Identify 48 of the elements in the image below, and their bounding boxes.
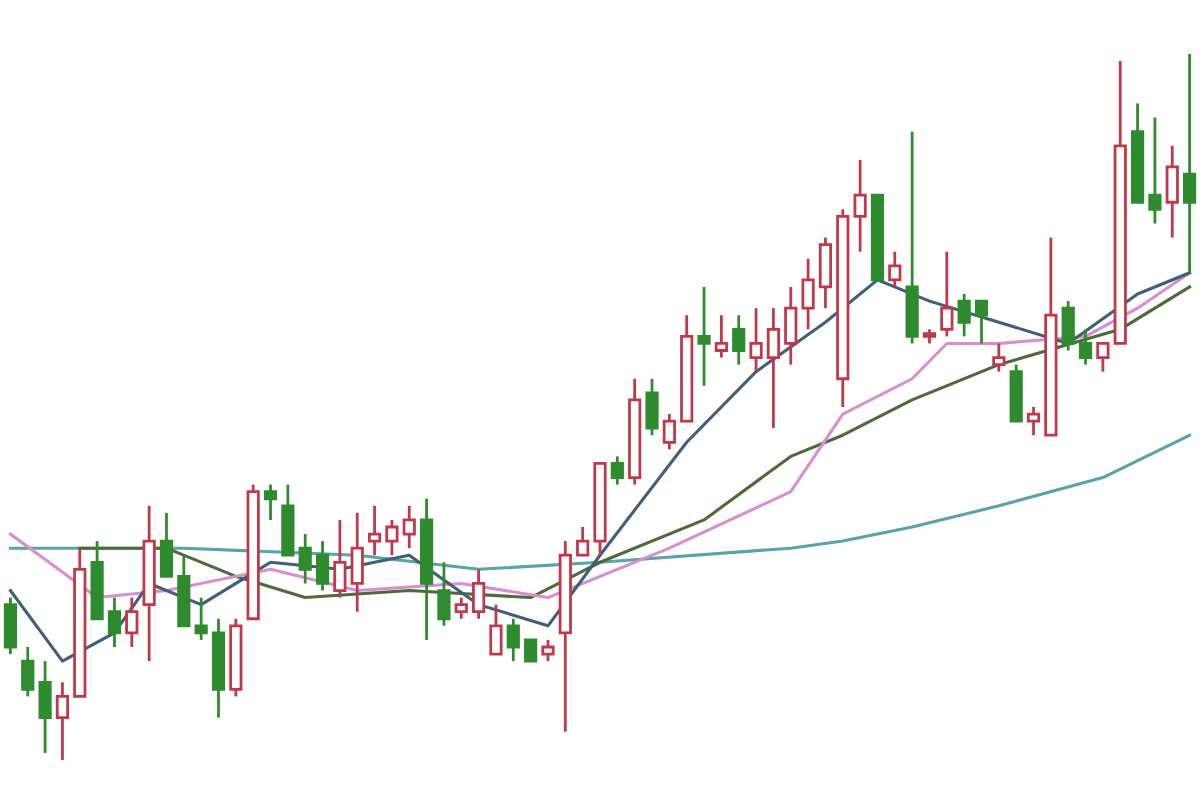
candlestick xyxy=(888,250,902,289)
candlestick xyxy=(55,680,70,762)
candlestick xyxy=(818,236,833,310)
candlestick xyxy=(333,518,347,599)
candlestick xyxy=(957,292,971,338)
candlestick xyxy=(263,483,278,522)
candlestick xyxy=(766,306,780,430)
candlestick xyxy=(38,659,52,755)
candlestick xyxy=(576,525,590,557)
candlestick xyxy=(1148,116,1162,225)
candlestick xyxy=(524,638,538,663)
candlestick xyxy=(437,560,451,628)
candlestick xyxy=(645,377,659,437)
candlestick xyxy=(1096,342,1110,374)
candlestick xyxy=(3,596,17,656)
candlestick xyxy=(454,596,468,621)
candlestick xyxy=(315,539,330,592)
candlestick xyxy=(974,299,989,345)
candlestick xyxy=(992,342,1006,374)
candlestick xyxy=(125,596,139,649)
candlestick xyxy=(714,313,728,359)
candlestick xyxy=(541,638,555,663)
candlestick xyxy=(489,603,503,656)
candlestick xyxy=(506,617,520,663)
candlestick xyxy=(662,412,676,451)
candlestick xyxy=(749,306,763,374)
candlestick xyxy=(385,518,399,557)
candlestick xyxy=(1026,405,1041,437)
candlestick xyxy=(472,567,486,621)
candlestick xyxy=(1183,52,1197,275)
candlestick xyxy=(402,504,416,550)
candlestick xyxy=(1165,144,1179,239)
candlestick xyxy=(610,455,624,487)
candlestick xyxy=(784,285,798,367)
candlestick xyxy=(1078,327,1093,367)
candlestick xyxy=(194,596,208,642)
candlestick xyxy=(350,511,364,614)
candlestick xyxy=(367,504,382,557)
candlestick xyxy=(697,285,711,388)
candlestick xyxy=(940,250,954,338)
candlestick xyxy=(107,596,122,649)
candlestick xyxy=(1061,299,1075,352)
candlestick xyxy=(298,532,312,585)
candlestick xyxy=(21,645,35,698)
candlestick xyxy=(159,511,174,578)
candlestick xyxy=(801,257,815,331)
candlestick xyxy=(732,313,746,367)
candlestick xyxy=(853,158,867,254)
